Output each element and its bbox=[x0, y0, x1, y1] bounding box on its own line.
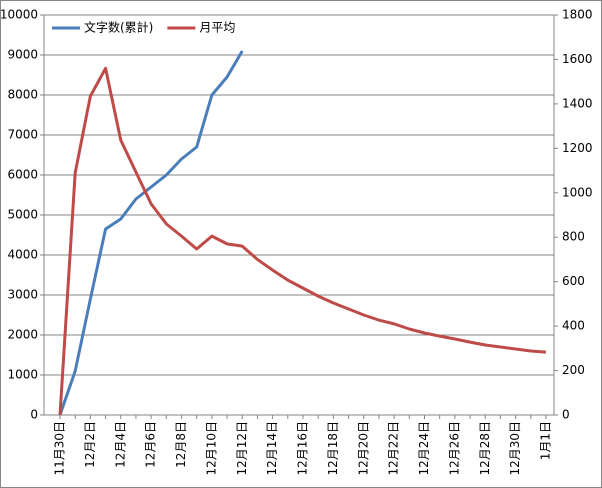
x-tick-label: 12月20日 bbox=[356, 421, 370, 476]
legend-label: 文字数(累計) bbox=[84, 20, 153, 35]
y2-tick-label: 1000 bbox=[562, 185, 593, 199]
y2-tick-label: 600 bbox=[562, 274, 585, 288]
series-line bbox=[58, 50, 244, 416]
x-tick-label: 12月16日 bbox=[296, 421, 310, 476]
y-tick-label: 7000 bbox=[7, 128, 38, 142]
y2-tick-label: 1200 bbox=[562, 141, 593, 155]
y-tick-label: 1000 bbox=[7, 368, 38, 382]
y2-tick-label: 0 bbox=[562, 408, 570, 422]
y2-tick-label: 400 bbox=[562, 319, 585, 333]
x-tick-label: 12月4日 bbox=[113, 421, 127, 468]
x-tick-label: 1月1日 bbox=[539, 421, 553, 460]
y-tick-label: 3000 bbox=[7, 288, 38, 302]
x-tick-label: 12月12日 bbox=[235, 421, 249, 476]
y2-tick-label: 1400 bbox=[562, 96, 593, 110]
legend-label: 月平均 bbox=[199, 21, 235, 35]
y-tick-label: 10000 bbox=[0, 8, 38, 22]
y-tick-label: 0 bbox=[30, 408, 38, 422]
y2-tick-label: 200 bbox=[562, 363, 585, 377]
x-tick-label: 12月26日 bbox=[447, 421, 461, 476]
x-tick-label: 11月30日 bbox=[53, 421, 67, 476]
x-tick-label: 12月8日 bbox=[174, 421, 188, 468]
y2-tick-label: 1600 bbox=[562, 52, 593, 66]
y-tick-label: 5000 bbox=[7, 208, 38, 222]
y-tick-label: 2000 bbox=[7, 328, 38, 342]
x-tick-label: 12月30日 bbox=[508, 421, 522, 476]
x-tick-label: 12月24日 bbox=[417, 421, 431, 476]
y2-tick-label: 1800 bbox=[562, 8, 593, 22]
y-tick-label: 4000 bbox=[7, 248, 38, 262]
series-line bbox=[58, 66, 547, 416]
y-tick-label: 8000 bbox=[7, 88, 38, 102]
x-tick-label: 12月22日 bbox=[387, 421, 401, 476]
y-tick-label: 9000 bbox=[7, 48, 38, 62]
x-tick-label: 12月28日 bbox=[478, 421, 492, 476]
x-tick-label: 12月6日 bbox=[144, 421, 158, 468]
y-tick-label: 6000 bbox=[7, 168, 38, 182]
y2-tick-label: 800 bbox=[562, 230, 585, 244]
x-tick-label: 12月14日 bbox=[265, 421, 279, 476]
x-tick-label: 12月18日 bbox=[326, 421, 340, 476]
x-tick-label: 12月10日 bbox=[204, 421, 218, 476]
x-tick-label: 12月2日 bbox=[83, 421, 97, 468]
